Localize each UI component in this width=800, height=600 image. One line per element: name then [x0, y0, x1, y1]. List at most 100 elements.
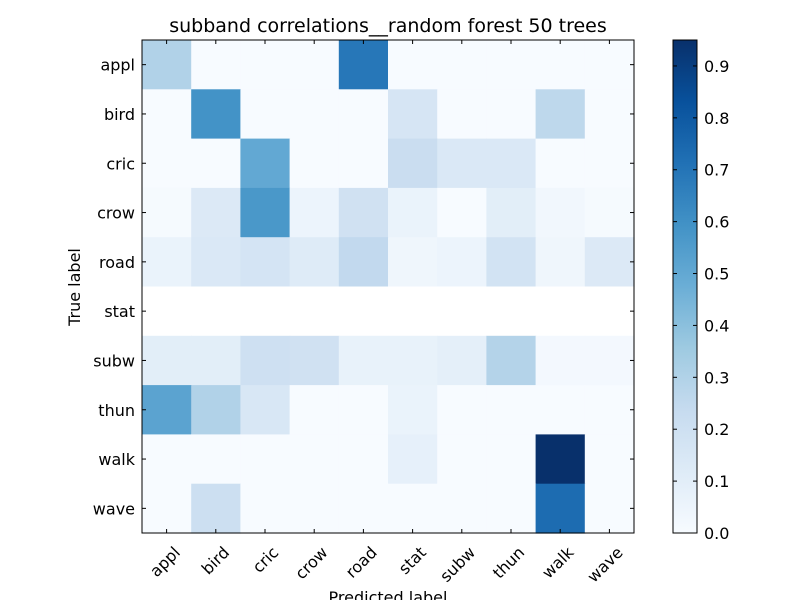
x-tick-label: stat [395, 543, 430, 578]
heatmap-cell-wave-stat [388, 483, 438, 534]
plot-frame [141, 39, 635, 534]
colorbar-tick-label: 0.9 [704, 57, 729, 76]
colorbar-tick-label: 0.0 [704, 524, 729, 543]
x-tick-label: subw [436, 543, 479, 586]
heatmap-cell-stat-walk [535, 286, 586, 337]
heatmap-cell-cric-stat [388, 138, 438, 189]
heatmap-cell-cric-bird [191, 138, 241, 189]
x-tick-label: crow [291, 543, 331, 583]
heatmap-cell-road-appl [142, 237, 192, 288]
heatmap-cell-road-crow [289, 237, 340, 288]
heatmap-cell-appl-thun [486, 40, 537, 90]
heatmap-cell-thun-walk [535, 385, 586, 435]
heatmap-cell-thun-crow [289, 385, 340, 435]
y-tick-label: crow [97, 204, 135, 223]
heatmap-cell-wave-wave [584, 483, 635, 534]
heatmap-cell-appl-wave [584, 40, 635, 90]
heatmap-cell-appl-appl [142, 40, 192, 90]
heatmap-cell-bird-road [338, 89, 389, 140]
y-tick-label: cric [106, 154, 135, 173]
axis-ticks [142, 40, 634, 533]
y-axis-label: True label [65, 248, 84, 327]
heatmap-cell-appl-walk [535, 40, 586, 90]
colorbar-tick-label: 0.3 [704, 368, 729, 387]
heatmap-cell-appl-subw [437, 40, 487, 90]
heatmap-cell-crow-crow [289, 187, 340, 238]
heatmap-cell-road-subw [437, 237, 487, 288]
heatmap-cell-wave-appl [142, 483, 192, 534]
heatmap-cell-cric-wave [584, 138, 635, 189]
heatmap-cell-stat-crow [289, 286, 340, 337]
y-tick-label: walk [98, 450, 135, 469]
heatmap-cells [142, 40, 635, 534]
heatmap-cell-thun-stat [388, 385, 438, 435]
heatmap-cell-cric-subw [437, 138, 487, 189]
heatmap-cell-subw-road [338, 335, 389, 386]
colorbar-ticks: 0.0 0.1 0.2 0.3 0.4 0.5 0.6 0.7 0.8 0.9 [673, 57, 729, 543]
heatmap-cell-walk-wave [584, 434, 635, 485]
heatmap-cell-cric-road [338, 138, 389, 189]
y-tick-label: stat [104, 302, 135, 321]
colorbar-tick-label: 0.1 [704, 472, 729, 491]
colorbar-tick-label: 0.7 [704, 161, 729, 180]
heatmap-cell-road-cric [240, 237, 291, 288]
heatmap-cell-stat-subw [437, 286, 487, 337]
heatmap-cell-walk-subw [437, 434, 487, 485]
heatmap-cell-crow-thun [486, 187, 537, 238]
heatmap-cell-subw-cric [240, 335, 291, 386]
heatmap-cell-thun-thun [486, 385, 537, 435]
heatmap-cell-subw-thun [486, 335, 537, 386]
heatmap-cell-appl-bird [191, 40, 241, 90]
heatmap-cell-stat-cric [240, 286, 291, 337]
heatmap-cell-walk-road [338, 434, 389, 485]
heatmap-cell-crow-wave [584, 187, 635, 238]
heatmap-cell-wave-walk [535, 483, 586, 534]
heatmap-cell-walk-appl [142, 434, 192, 485]
heatmap-cell-appl-crow [289, 40, 340, 90]
heatmap-cell-wave-subw [437, 483, 487, 534]
heatmap-cell-appl-road [338, 40, 389, 90]
x-tick-label: bird [198, 543, 233, 578]
heatmap-cell-walk-thun [486, 434, 537, 485]
colorbar-tick-label: 0.8 [704, 109, 729, 128]
x-tick-label: road [342, 543, 381, 582]
heatmap-cell-stat-appl [142, 286, 192, 337]
heatmap-cell-road-wave [584, 237, 635, 288]
heatmap-cell-bird-bird [191, 89, 241, 140]
heatmap-cell-stat-thun [486, 286, 537, 337]
heatmap-cell-cric-appl [142, 138, 192, 189]
heatmap-cell-walk-crow [289, 434, 340, 485]
heatmap-cell-walk-walk [535, 434, 586, 485]
heatmap-cell-subw-appl [142, 335, 192, 386]
y-tick-labels: appl bird cric crow road stat subw thun walk wave [93, 56, 136, 519]
y-tick-label: road [99, 253, 135, 272]
x-tick-label: cric [249, 543, 283, 577]
heatmap-cell-crow-stat [388, 187, 438, 238]
y-tick-label: thun [98, 401, 135, 420]
x-tick-label: walk [538, 542, 578, 582]
heatmap-cell-wave-cric [240, 483, 291, 534]
heatmap-cell-bird-stat [388, 89, 438, 140]
x-tick-labels: appl bird cric crow road stat subw thun walk wave [146, 542, 627, 586]
heatmap-cell-bird-thun [486, 89, 537, 140]
colorbar-tick-label: 0.2 [704, 420, 729, 439]
heatmap-cell-bird-cric [240, 89, 291, 140]
x-tick-label: appl [146, 543, 184, 581]
x-tick-label: wave [583, 543, 626, 586]
colorbar-tick-label: 0.6 [704, 213, 729, 232]
y-tick-label: bird [104, 105, 135, 124]
x-axis-label: Predicted label [329, 588, 448, 600]
heatmap-cell-road-walk [535, 237, 586, 288]
heatmap-cell-subw-crow [289, 335, 340, 386]
heatmap-cell-thun-cric [240, 385, 291, 435]
heatmap-cell-walk-bird [191, 434, 241, 485]
heatmap-cell-crow-road [338, 187, 389, 238]
heatmap-cell-bird-walk [535, 89, 586, 140]
heatmap-cell-stat-road [338, 286, 389, 337]
heatmap-cell-bird-appl [142, 89, 192, 140]
heatmap-cell-appl-cric [240, 40, 291, 90]
heatmap-cell-stat-wave [584, 286, 635, 337]
heatmap-cell-thun-subw [437, 385, 487, 435]
